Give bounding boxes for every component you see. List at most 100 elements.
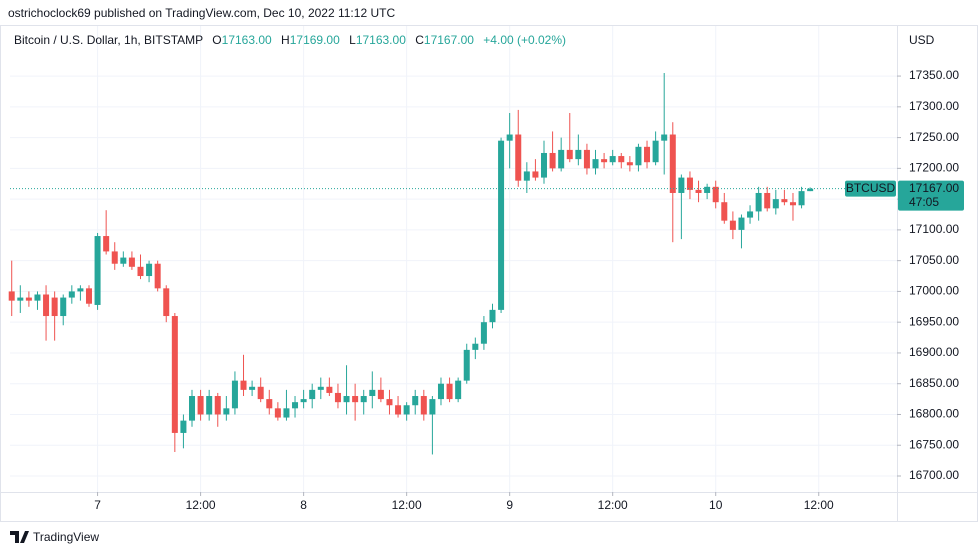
candle-body	[8, 291, 15, 301]
legend-key: C	[415, 33, 424, 47]
price-tag-countdown: 47:05	[909, 195, 939, 209]
legend-value: 17163.00	[222, 33, 272, 47]
candle-body	[146, 263, 153, 277]
candle-body	[523, 171, 530, 181]
candle-body	[43, 294, 50, 317]
candle-body	[506, 134, 513, 141]
candle-body	[326, 386, 333, 393]
candle-body	[257, 386, 264, 400]
y-tick-label: 17200.00	[909, 161, 959, 175]
candle-body	[721, 202, 728, 221]
price-tag-label: 17167.00	[909, 181, 959, 195]
candle-body	[189, 396, 196, 421]
candle-body	[412, 396, 419, 406]
candle-body	[386, 399, 393, 406]
candle-body	[566, 149, 573, 160]
candle-body	[515, 134, 522, 181]
candle-body	[206, 396, 213, 415]
candle-body	[317, 386, 324, 390]
candle-body	[120, 257, 127, 264]
candle-body	[429, 399, 436, 415]
y-tick-label: 16950.00	[909, 314, 959, 328]
candle-body	[644, 146, 651, 163]
candle-body	[807, 188, 814, 192]
candle-body	[712, 186, 719, 203]
ohlc-legend: Bitcoin / U.S. Dollar, 1h, BITSTAMP O171…	[14, 33, 566, 47]
candle-body	[163, 288, 170, 317]
candle-body	[472, 343, 479, 350]
candle-body	[111, 251, 118, 264]
instrument: Bitcoin / U.S. Dollar, 1h, BITSTAMP	[14, 33, 203, 47]
candle-body	[549, 152, 556, 169]
y-tick-label: 17100.00	[909, 222, 959, 236]
candle-body	[77, 288, 84, 292]
candle-body	[25, 297, 32, 301]
y-tick-label: 17350.00	[909, 68, 959, 82]
candle-body	[231, 380, 238, 409]
candle-body	[609, 156, 616, 163]
candle-body	[420, 396, 427, 415]
candle-body	[729, 220, 736, 230]
x-tick-label: 10	[709, 498, 723, 512]
y-tick-label: 17000.00	[909, 284, 959, 298]
candle-body	[498, 140, 505, 310]
candle-body	[489, 309, 496, 323]
candle-body	[60, 297, 67, 317]
candle-body	[455, 380, 462, 400]
candle-body	[103, 236, 110, 252]
candle-body	[798, 191, 805, 206]
legend-value: 17167.00	[424, 33, 474, 47]
grid	[10, 26, 897, 492]
candle-body	[197, 396, 204, 415]
candle-body	[661, 134, 668, 141]
candle-body	[240, 380, 247, 390]
candle-body	[540, 152, 548, 178]
candle-body	[17, 297, 24, 301]
candle-body	[309, 389, 316, 400]
candle-body	[437, 383, 444, 400]
legend-value: 17169.00	[290, 33, 340, 47]
watermark: TradingView	[33, 530, 99, 544]
candle-body	[377, 389, 384, 400]
candle-body	[781, 199, 788, 203]
x-tick-label: 12:00	[186, 498, 216, 512]
candle-body	[180, 420, 187, 433]
symbol-tag	[845, 180, 896, 197]
candle-body	[283, 408, 290, 418]
candle-body	[772, 199, 779, 209]
candle-body	[128, 257, 135, 267]
candle-body	[601, 159, 608, 163]
candle-body	[704, 186, 711, 193]
x-tick-label: 9	[506, 498, 513, 512]
y-tick-label: 16700.00	[909, 468, 959, 482]
candle-body	[94, 236, 101, 305]
legend-key: L	[349, 33, 356, 47]
candle-body	[300, 399, 307, 403]
candle-body	[532, 171, 539, 178]
candle-body	[51, 297, 58, 317]
publisher-line: ostrichoclock69 published on TradingView…	[8, 6, 395, 20]
candle-body	[34, 294, 41, 301]
currency-label: USD	[909, 33, 935, 47]
legend-value: 17163.00	[356, 33, 406, 47]
candle-body	[635, 146, 642, 166]
candle-body	[292, 402, 299, 409]
x-tick-label: 12:00	[392, 498, 422, 512]
candle-body	[446, 383, 453, 400]
candle-body	[583, 149, 590, 169]
y-tick-label: 16800.00	[909, 407, 959, 421]
candle-body	[403, 405, 410, 415]
candle-body	[764, 192, 771, 209]
legend-key: O	[212, 33, 221, 47]
candle-body	[68, 291, 75, 298]
candle-body	[343, 396, 350, 403]
candle-body	[463, 349, 470, 381]
candle-body	[395, 405, 402, 415]
candle-body	[249, 386, 256, 390]
candle-body	[626, 162, 633, 166]
x-tick-label: 8	[300, 498, 307, 512]
candle-body	[334, 392, 341, 403]
candle-body	[154, 263, 161, 289]
x-tick-label: 12:00	[598, 498, 628, 512]
